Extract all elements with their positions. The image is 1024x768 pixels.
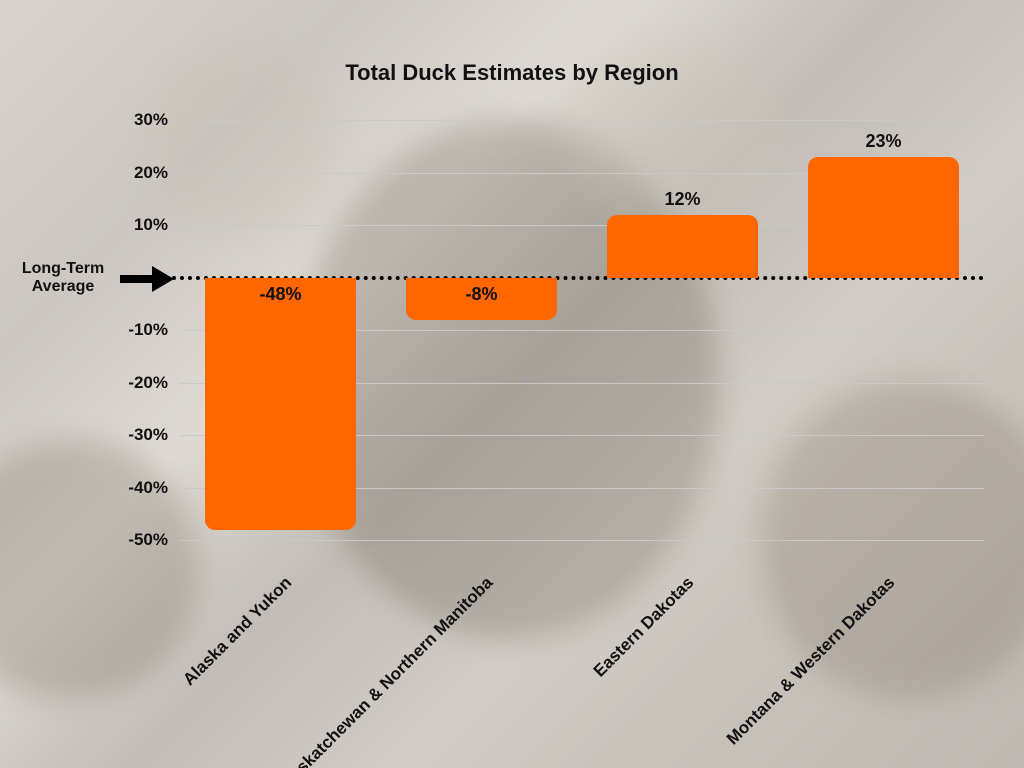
bar: -8% xyxy=(406,278,557,320)
category-label: Alaska and Yukon xyxy=(69,573,295,768)
ytick-label: -40% xyxy=(128,478,168,498)
ytick-label: -50% xyxy=(128,530,168,550)
ytick-label: 10% xyxy=(134,215,168,235)
bar-value-label: 23% xyxy=(808,131,959,152)
ytick-label: 20% xyxy=(134,163,168,183)
grid-line xyxy=(180,540,984,541)
bar: -48% xyxy=(205,278,356,530)
ytick-label: -30% xyxy=(128,425,168,445)
long-term-average-label: Long-Term Average xyxy=(12,260,114,297)
plot-area: 30%20%10%-10%-20%-30%-40%-50%-48%Alaska … xyxy=(180,120,984,540)
bar-value-label: -48% xyxy=(205,284,356,305)
ytick-label: 30% xyxy=(134,110,168,130)
bar-value-label: -8% xyxy=(406,284,557,305)
grid-line xyxy=(180,120,984,121)
bar: 23% xyxy=(808,157,959,278)
bar: 12% xyxy=(607,215,758,278)
category-label: Montana & Western Dakotas xyxy=(672,573,898,768)
lta-line2: Average xyxy=(32,278,95,295)
ytick-label: -20% xyxy=(128,373,168,393)
lta-line1: Long-Term xyxy=(22,260,104,277)
category-label: Saskatchewan & Northern Manitoba xyxy=(270,573,496,768)
bar-value-label: 12% xyxy=(607,189,758,210)
ytick-label: -10% xyxy=(128,320,168,340)
chart-container: Total Duck Estimates by Region Long-Term… xyxy=(40,60,984,728)
chart-title: Total Duck Estimates by Region xyxy=(40,60,984,86)
category-label: Eastern Dakotas xyxy=(471,573,697,768)
